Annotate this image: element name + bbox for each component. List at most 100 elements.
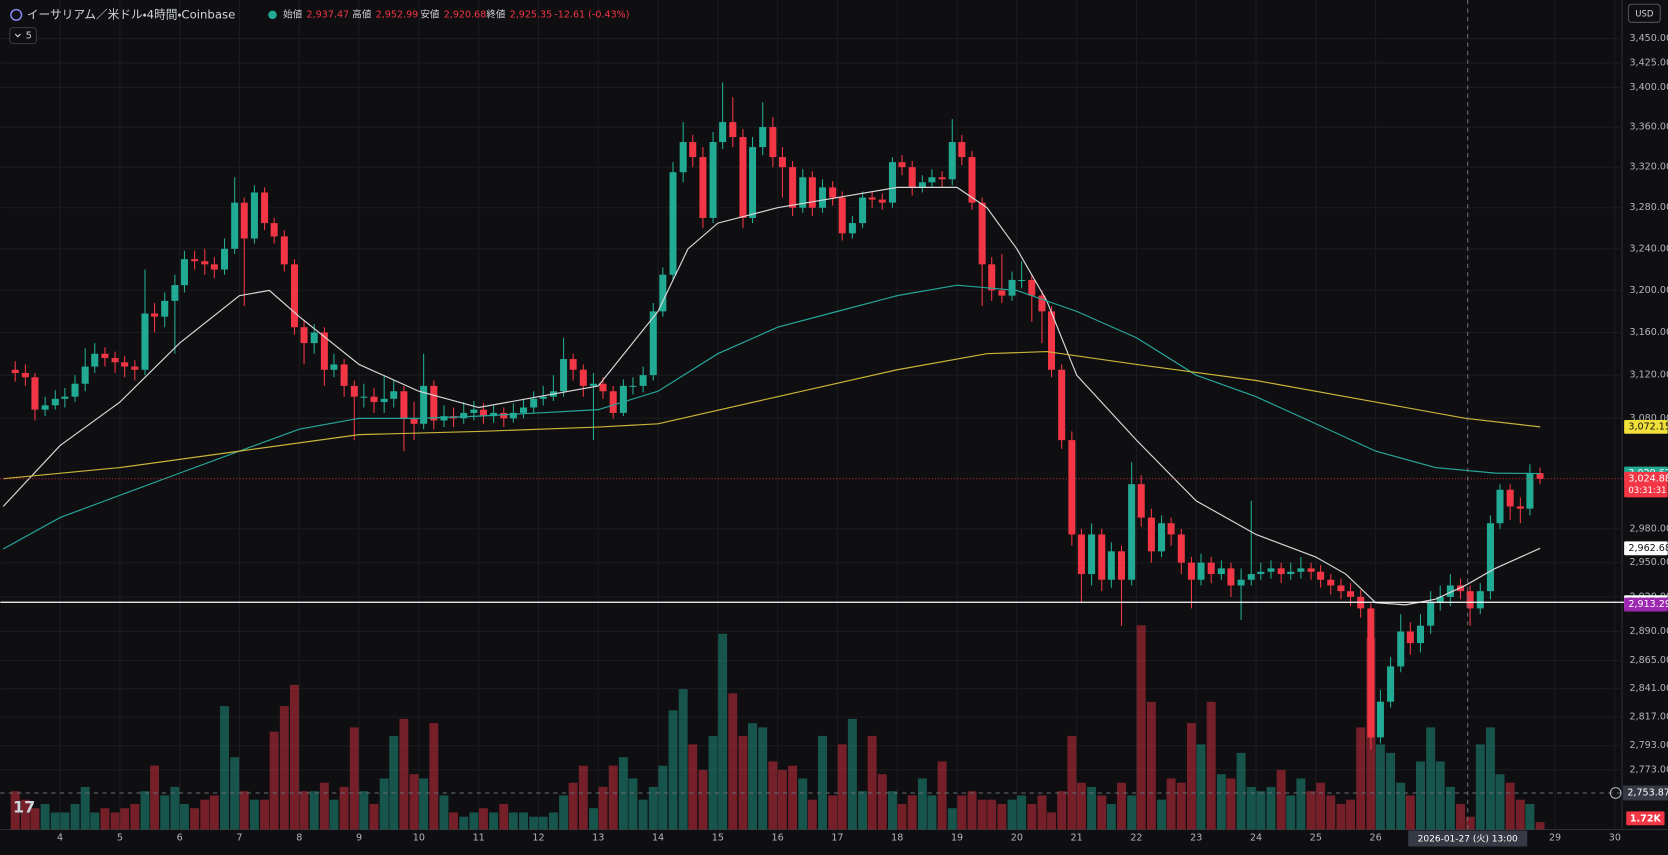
candle-body [210, 264, 218, 270]
candle-body [759, 127, 767, 148]
candle-body [659, 274, 667, 312]
tv-logo: 17 [13, 798, 35, 817]
candle-body [769, 127, 777, 158]
indicator-toggle[interactable] [9, 27, 37, 45]
y-tick-label: 3,450.00 [1629, 33, 1668, 44]
volume-bar [837, 744, 847, 830]
volume-bar [947, 808, 957, 830]
candle-body [231, 202, 239, 249]
candle-body [1516, 506, 1524, 509]
x-tick-label: 16 [772, 832, 784, 843]
candle-body [1167, 523, 1175, 535]
candle-body [410, 418, 418, 424]
indicator-count: 5 [26, 31, 32, 42]
y-tick-label: 2,773.00 [1629, 764, 1668, 775]
candle-body [639, 375, 647, 386]
candle-body [609, 391, 617, 413]
countdown: 03:31:31 [1628, 486, 1666, 496]
currency-button[interactable] [1627, 3, 1661, 23]
x-tick-label: 22 [1130, 832, 1142, 843]
candle-body [749, 147, 757, 218]
volume-bar [1505, 782, 1515, 830]
candle-body [1008, 279, 1016, 296]
candle-body [988, 264, 996, 291]
volume-bar [339, 786, 349, 830]
candle-body [61, 396, 69, 399]
candle-body [390, 391, 398, 399]
candle-body [1237, 579, 1245, 586]
candle-body [1197, 562, 1205, 580]
candle-body [71, 383, 79, 397]
volume-bar [877, 774, 887, 830]
x-tick-label: 26 [1370, 832, 1382, 843]
volume-bar [628, 778, 638, 830]
eth-icon [10, 8, 23, 21]
volume-bar [439, 795, 449, 830]
volume-bar [1475, 744, 1485, 830]
volume-bar [858, 791, 868, 830]
volume-bar [589, 808, 598, 830]
volume-bar [329, 799, 339, 830]
volume-bar [70, 803, 80, 830]
crosshair-x-box [1408, 830, 1528, 847]
volume-bar [1405, 795, 1415, 830]
volume-bar [728, 693, 738, 830]
x-tick-label: 18 [891, 832, 903, 843]
volume-bar [140, 791, 150, 830]
volume-bar [1206, 701, 1216, 830]
candle-body [191, 259, 199, 262]
volume-bar [1346, 799, 1355, 830]
candle-body [180, 259, 188, 286]
volume-bar [1127, 795, 1137, 830]
volume-bar [1276, 769, 1286, 830]
volume-bar [798, 778, 808, 830]
candle-body [1317, 571, 1325, 580]
volume-bar [120, 808, 130, 830]
volume-bar [309, 791, 319, 830]
volume-bar [190, 808, 200, 830]
volume-bar [559, 795, 569, 830]
volume-bar [828, 795, 838, 830]
x-tick-label: 30 [1609, 832, 1621, 843]
candle-body [1048, 311, 1056, 370]
volume-bar [1037, 795, 1047, 830]
volume-bar [638, 799, 648, 830]
candle-body [1098, 534, 1106, 580]
candle-body [569, 359, 577, 370]
volume-tag [1626, 811, 1665, 826]
volume-bar [1456, 803, 1466, 830]
volume-bar [269, 731, 279, 830]
volume-bar [299, 791, 309, 830]
volume-bar [967, 791, 977, 830]
candle-body [1476, 591, 1484, 609]
candle-body [111, 358, 119, 363]
x-tick-label: 4 [57, 832, 63, 843]
volume-bar [957, 795, 967, 830]
candle-body [928, 177, 936, 183]
volume-bar [1097, 795, 1107, 830]
candle-body [41, 405, 49, 410]
x-tick-label: 20 [1011, 832, 1023, 843]
moving-average [2, 186, 1541, 606]
candle-body [1207, 562, 1215, 575]
chevron-icon [14, 33, 21, 38]
volume-bar [568, 782, 578, 830]
currency: USD [1635, 9, 1654, 19]
candle-body [619, 385, 627, 413]
volume-bar [1076, 782, 1086, 830]
candle-body [51, 398, 59, 406]
candle-body [1128, 484, 1136, 580]
candle-body [1038, 295, 1046, 312]
price-tag [1624, 541, 1668, 556]
candle-body [1277, 568, 1285, 575]
candle-body [1526, 473, 1534, 509]
candle-body [1367, 608, 1375, 738]
candle-body [261, 192, 269, 224]
volume-bar [359, 791, 369, 830]
volume-bar [369, 803, 379, 830]
volume-bar [688, 744, 698, 830]
volume-bar [489, 812, 499, 830]
y-tick-label: 3,400.00 [1629, 82, 1668, 93]
candle-body [490, 412, 498, 417]
